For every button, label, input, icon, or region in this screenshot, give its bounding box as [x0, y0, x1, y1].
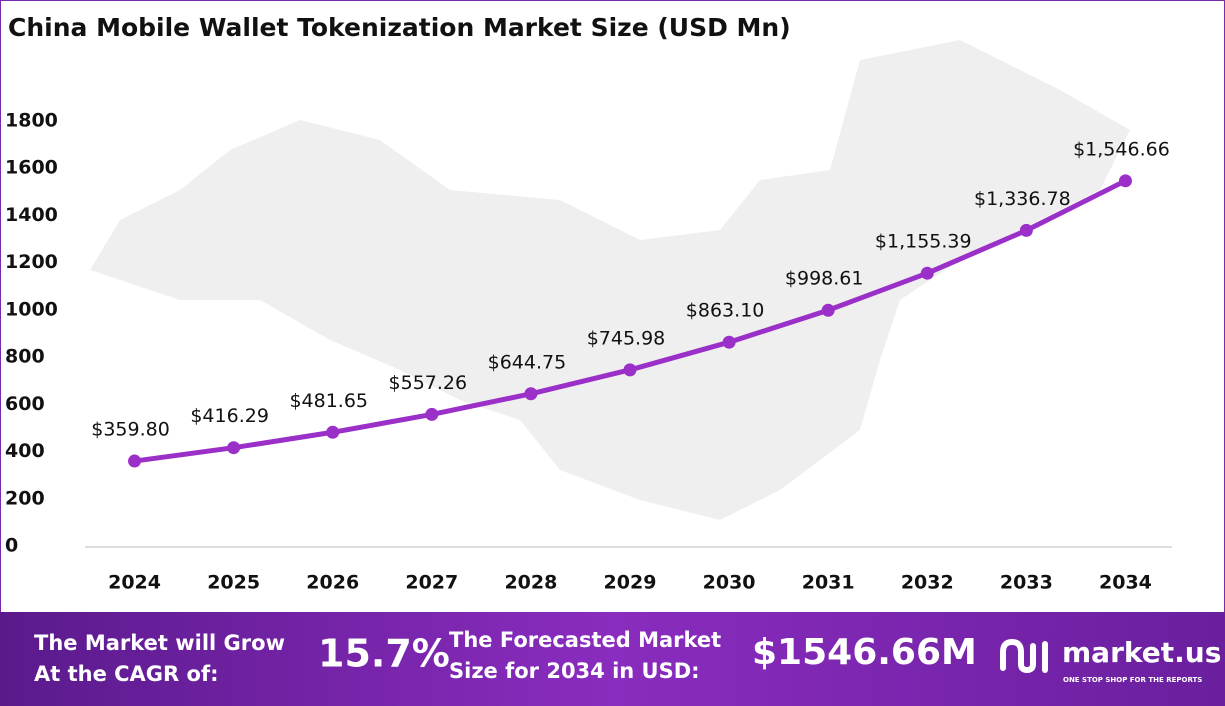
- forecast-text: The Forecasted Market: [449, 628, 721, 652]
- x-tick-label: 2031: [802, 572, 855, 594]
- y-tick-label: 400: [5, 440, 45, 462]
- forecast-value: $1546.66M: [752, 632, 977, 673]
- value-label: $644.75: [488, 351, 567, 373]
- x-tick-label: 2029: [604, 572, 657, 594]
- value-label: $1,336.78: [974, 188, 1071, 210]
- marker: [326, 425, 340, 439]
- value-label: $416.29: [190, 405, 269, 427]
- y-tick-label: 1200: [5, 251, 58, 273]
- y-tick-label: 600: [5, 393, 45, 415]
- value-label: $359.80: [91, 419, 170, 441]
- marker: [1118, 174, 1132, 188]
- marker: [821, 303, 835, 317]
- brand-tagline: ONE STOP SHOP FOR THE REPORTS: [1063, 676, 1202, 684]
- plot: 0 200 400 600 800 1000 1200 1400 1600 1800 2024 202…: [5, 110, 1170, 594]
- marker: [128, 454, 142, 468]
- map-background: [90, 40, 1130, 520]
- forecast-text: Size for 2034 in USD:: [449, 659, 700, 683]
- y-tick-label: 1600: [5, 157, 58, 179]
- x-tick-label: 2025: [207, 572, 260, 594]
- y-tick-label: 1000: [5, 298, 58, 320]
- y-tick-label: 800: [5, 346, 45, 368]
- y-tick-label: 200: [5, 487, 45, 509]
- marker: [920, 266, 934, 280]
- value-label: $557.26: [389, 372, 468, 394]
- y-tick-label: 0: [5, 535, 18, 557]
- value-label: $481.65: [289, 390, 368, 412]
- x-tick-label: 2026: [306, 572, 359, 594]
- marker: [227, 441, 241, 455]
- brand-logo: [1000, 638, 1048, 674]
- value-label: $745.98: [587, 327, 666, 349]
- x-tick-label: 2027: [405, 572, 458, 594]
- y-tick-label: 1800: [5, 110, 58, 132]
- x-tick-label: 2032: [901, 572, 954, 594]
- chart-title: China Mobile Wallet Tokenization Market …: [8, 13, 791, 42]
- x-tick-label: 2030: [703, 572, 756, 594]
- marker: [425, 407, 439, 421]
- value-label: $1,155.39: [875, 231, 972, 253]
- marker: [623, 363, 637, 377]
- cagr-text: At the CAGR of:: [34, 662, 219, 686]
- marker: [1019, 223, 1033, 237]
- x-tick-label: 2028: [504, 572, 557, 594]
- value-label: $863.10: [686, 300, 765, 322]
- x-tick-label: 2024: [108, 572, 161, 594]
- value-label: $998.61: [785, 268, 864, 290]
- cagr-text: The Market will Grow: [34, 631, 285, 655]
- x-tick-label: 2033: [1000, 572, 1053, 594]
- brand-name: market.us: [1062, 636, 1221, 669]
- y-tick-label: 1400: [5, 204, 58, 226]
- cagr-value: 15.7%: [318, 632, 450, 676]
- value-label: $1,546.66: [1073, 138, 1170, 160]
- marker: [524, 387, 538, 401]
- x-tick-label: 2034: [1099, 572, 1152, 594]
- marker: [722, 335, 736, 349]
